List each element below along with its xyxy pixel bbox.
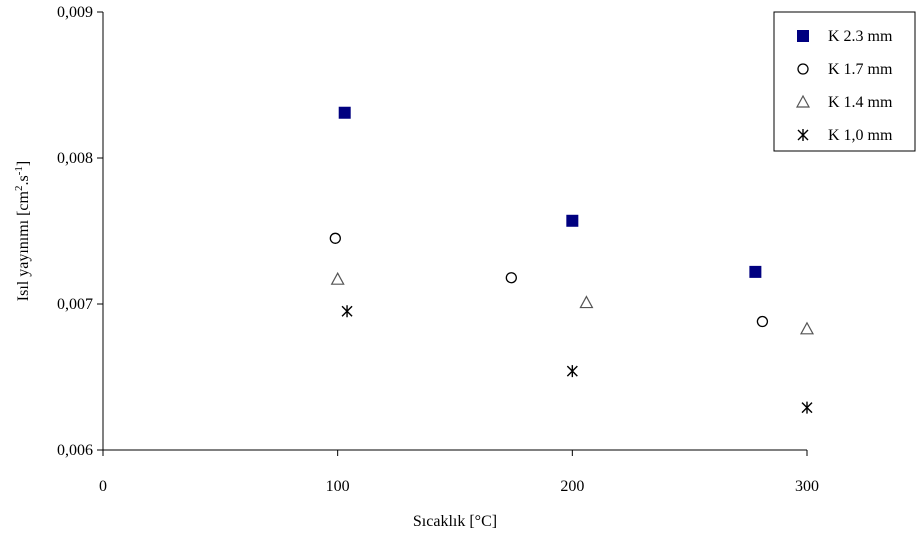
data-point xyxy=(566,214,579,227)
data-point xyxy=(505,272,517,284)
legend-marker xyxy=(797,129,809,141)
data-points xyxy=(329,106,815,414)
y-tick-label: 0,006 xyxy=(57,442,93,459)
y-tick-label: 0,007 xyxy=(57,296,93,313)
data-point xyxy=(579,295,594,309)
x-axis-ticks: 0 100 200 300 xyxy=(99,450,819,495)
data-point xyxy=(799,321,815,335)
y-axis-ticks: 0,006 0,007 0,008 0,009 xyxy=(57,4,103,459)
plot-area xyxy=(103,12,807,450)
data-point xyxy=(756,315,769,328)
data-point xyxy=(341,305,353,318)
legend-label: K 1.7 mm xyxy=(828,61,893,78)
x-tick-label: 200 xyxy=(560,478,584,495)
x-tick-label: 100 xyxy=(326,478,350,495)
y-axis-label-sup1: 2 xyxy=(13,186,25,192)
legend-marker xyxy=(797,63,809,75)
legend: K 2.3 mm K 1.7 mm K 1.4 mm K 1,0 mm xyxy=(773,11,916,152)
legend-label: K 1,0 mm xyxy=(828,127,893,144)
data-point xyxy=(801,401,813,414)
x-tick-label: 300 xyxy=(795,478,819,495)
legend-label: K 2.3 mm xyxy=(828,28,893,45)
y-axis-label-sup2: -1 xyxy=(13,166,25,175)
data-point xyxy=(329,232,341,244)
series-2 xyxy=(329,232,769,328)
series-4 xyxy=(341,305,813,414)
y-tick-label: 0,009 xyxy=(57,4,93,21)
y-axis-label-main: Isıl yayınımı [cm xyxy=(15,190,32,301)
data-point xyxy=(566,365,578,378)
series-3 xyxy=(330,271,815,335)
x-axis-label: Sıcaklık [°C] xyxy=(413,513,497,530)
legend-marker xyxy=(797,30,809,42)
x-tick-label: 0 xyxy=(99,478,107,495)
y-tick-label: 0,008 xyxy=(57,150,93,167)
y-axis-label-mid: .s xyxy=(15,175,32,185)
data-point xyxy=(749,265,762,278)
y-axis-label-end: ] xyxy=(15,161,32,166)
series-1 xyxy=(338,106,762,278)
legend-marker xyxy=(795,94,811,108)
legend-items: K 2.3 mm K 1.7 mm K 1.4 mm K 1,0 mm xyxy=(795,28,893,144)
data-point xyxy=(338,106,351,119)
legend-label: K 1.4 mm xyxy=(828,94,893,111)
y-axis-label: Isıl yayınımı [cm2.s-1] xyxy=(13,161,32,301)
data-point xyxy=(330,271,345,285)
